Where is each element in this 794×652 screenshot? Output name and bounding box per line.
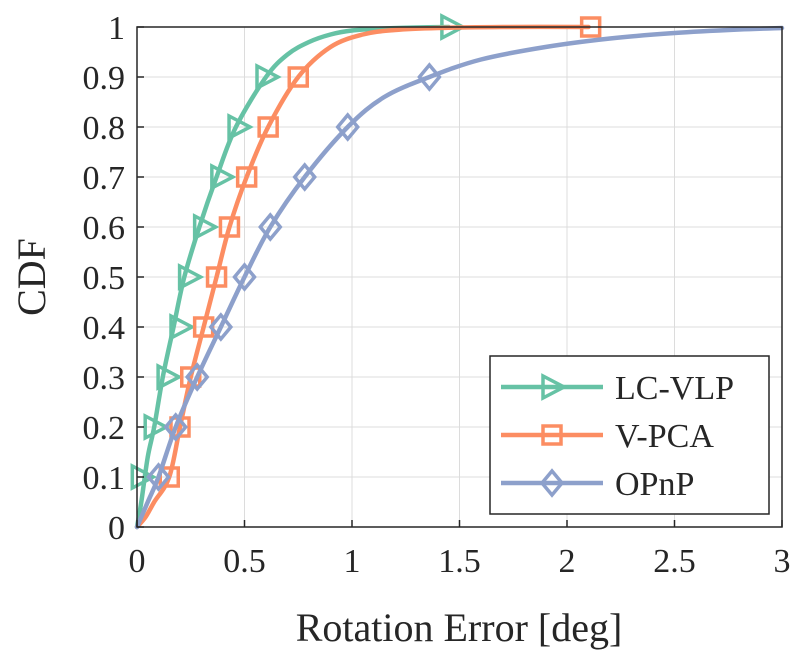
legend-label-opnp: OPnP (615, 466, 694, 503)
x-tick-label: 1.5 (438, 543, 481, 580)
y-tick-label: 0.6 (83, 210, 126, 247)
data-point-opnp (163, 412, 188, 442)
legend-label-lc-vlp: LC-VLP (615, 370, 734, 407)
data-point-lc-vlp (192, 213, 220, 241)
series-line-lc-vlp (134, 24, 451, 530)
data-point-opnp (208, 312, 234, 342)
data-point-lc-vlp (130, 463, 158, 491)
y-tick-label: 0.7 (83, 160, 126, 197)
x-tick-label: 2 (559, 543, 576, 580)
legend-marker-lc-vlp (541, 373, 568, 401)
data-point-opnp (292, 162, 317, 192)
data-point-opnp (417, 62, 442, 92)
x-axis-label: Rotation Error [deg] (296, 605, 623, 650)
data-point-v-pca (257, 116, 279, 138)
y-tick-label: 0.2 (83, 410, 126, 447)
x-tick-label: 0 (129, 543, 146, 580)
legend-label-v-pca: V-PCA (615, 418, 714, 455)
series-lc-vlp (130, 13, 467, 530)
data-point-lc-vlp (210, 163, 237, 191)
y-tick-label: 0.9 (83, 60, 126, 97)
data-point-opnp (184, 362, 210, 392)
legend: LC-VLP V-PCA OPnP (489, 355, 770, 515)
y-tick-label: 0 (108, 510, 125, 547)
data-point-lc-vlp (177, 263, 205, 291)
data-point-lc-vlp (169, 313, 196, 341)
axis-ticks: 0 0.5 1 1.5 2 2.5 3 0 0.1 0.2 0.3 0.4 0.5 0.6 0.7 0.8 0.… (83, 10, 791, 580)
data-point-v-pca (218, 216, 241, 238)
y-tick-label: 0.4 (83, 310, 126, 347)
data-point-v-pca (235, 166, 258, 188)
data-point-v-pca (287, 66, 309, 88)
data-point-lc-vlp (255, 63, 282, 91)
data-point-opnp (146, 462, 171, 492)
data-point-v-pca (205, 266, 228, 288)
x-tick-label: 0.5 (223, 543, 266, 580)
data-point-lc-vlp (143, 413, 170, 441)
data-point-opnp (232, 262, 257, 292)
y-tick-label: 1 (108, 10, 125, 47)
x-tick-label: 2.5 (653, 543, 696, 580)
series-layer (130, 13, 785, 530)
y-tick-label: 0.3 (83, 360, 126, 397)
legend-marker-v-pca (541, 424, 563, 446)
x-tick-label: 1 (344, 543, 361, 580)
legend-marker-opnp (539, 468, 565, 498)
y-tick-label: 0.5 (83, 260, 126, 297)
series-opnp (134, 25, 785, 530)
data-point-lc-vlp (227, 113, 254, 141)
y-tick-label: 0.8 (83, 110, 126, 147)
x-tick-label: 3 (774, 543, 791, 580)
y-tick-label: 0.1 (83, 460, 126, 497)
data-point-lc-vlp (156, 363, 183, 391)
y-axis-label: CDF (9, 238, 54, 316)
data-point-opnp (258, 212, 283, 242)
data-point-opnp (335, 112, 360, 142)
series-line-opnp (134, 25, 785, 530)
